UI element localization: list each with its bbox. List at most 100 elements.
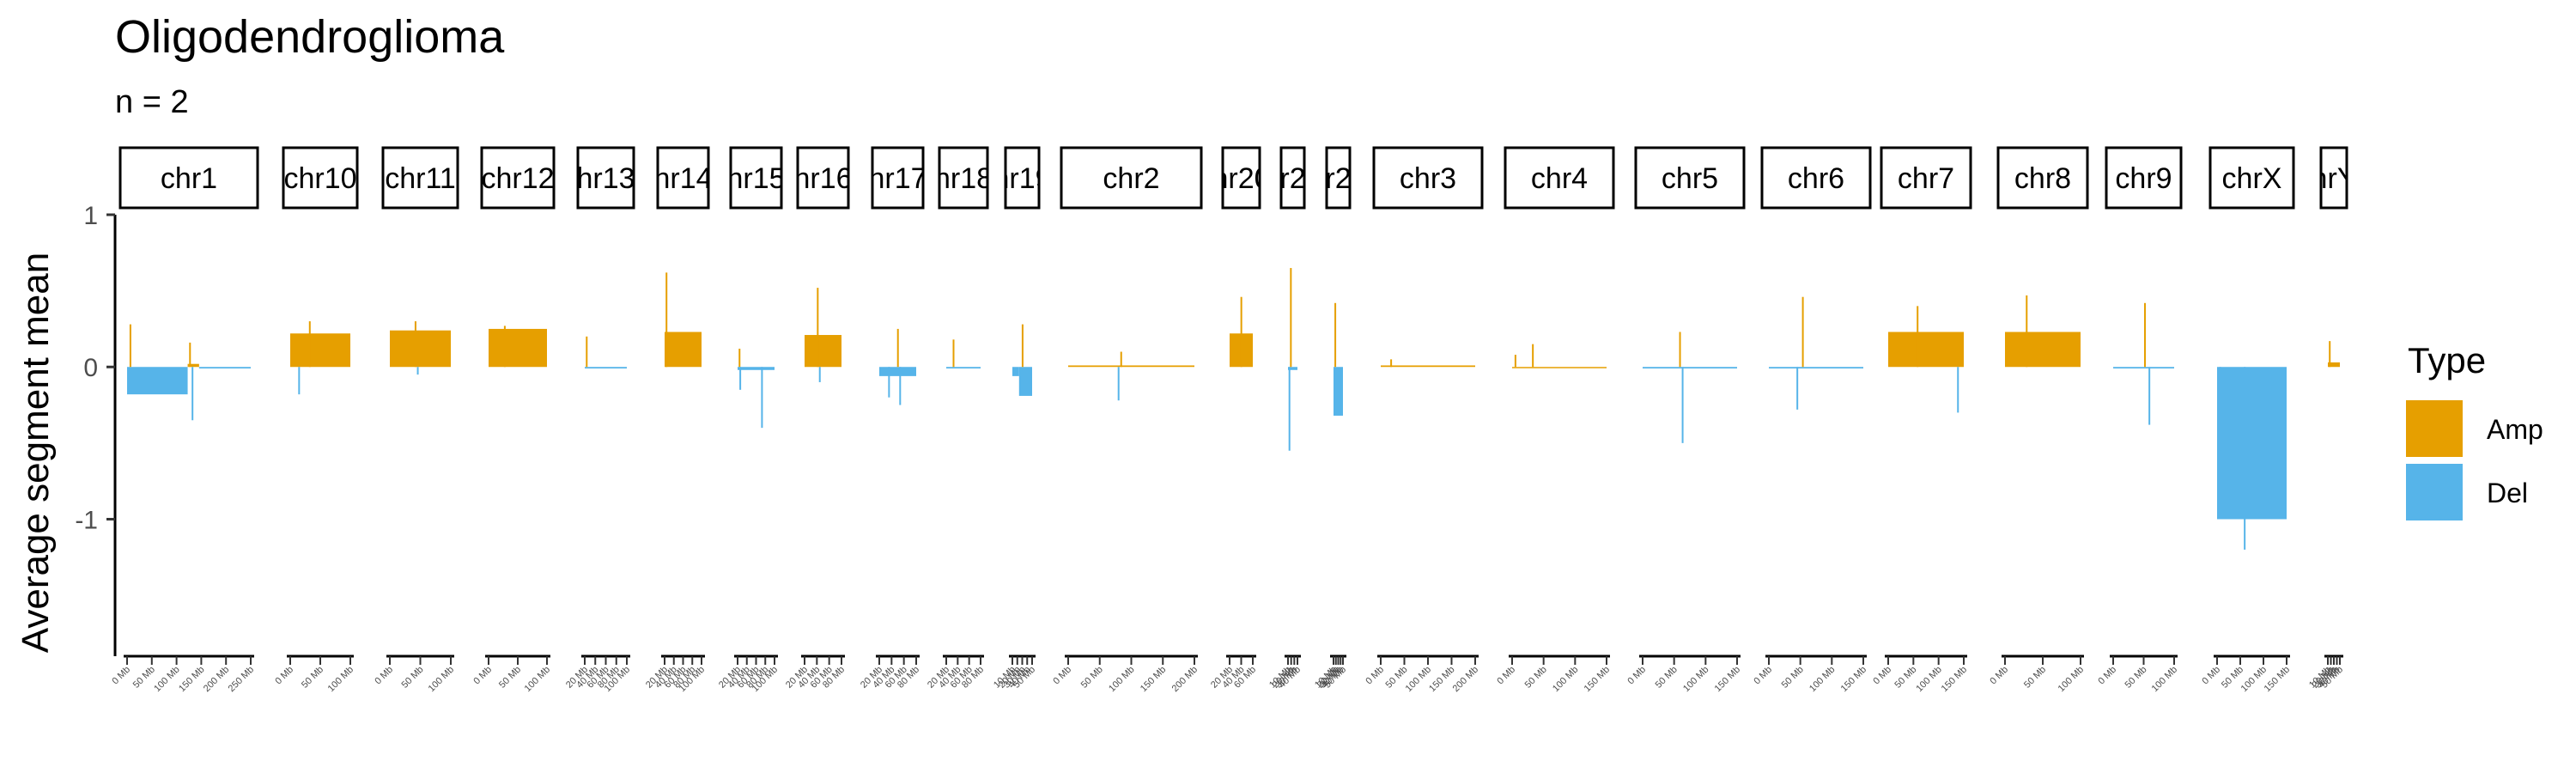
x-tick-label: 100 Mb: [523, 665, 552, 694]
x-tick-label: 100 Mb: [1551, 665, 1580, 694]
x-tick-label: 0 Mb: [1051, 665, 1073, 687]
segment-bar: [1512, 367, 1607, 368]
spike-bar: [1917, 306, 1919, 368]
segment-bar: [1018, 367, 1032, 396]
strip-label-chr10: chr10: [283, 162, 356, 195]
x-tick-label: 50 Mb: [1654, 665, 1680, 691]
strip-label-chr3: chr3: [1400, 162, 1456, 195]
x-tick-label: 100 Mb: [326, 665, 355, 694]
x-tick-label: 150 Mb: [1583, 665, 1612, 694]
segment-bar: [1068, 365, 1194, 368]
strip-chr14: [656, 146, 710, 210]
strip-chr7: [1880, 146, 1972, 210]
segment-bar: [2113, 367, 2174, 369]
x-tick-label: 250 Mb: [227, 665, 256, 694]
spike-bar: [189, 342, 191, 368]
segment-bar: [1288, 367, 1297, 370]
spike-bar: [586, 336, 588, 368]
spike-bar: [1334, 302, 1337, 368]
segment-bar: [1888, 332, 1964, 368]
spike-bar: [2144, 302, 2147, 368]
strip-chr19: [1004, 146, 1041, 210]
segment-bar: [290, 333, 350, 368]
segment-bar: [127, 367, 188, 395]
x-tick-label: 0 Mb: [110, 665, 132, 687]
spike-bar: [739, 367, 742, 390]
strip-label-chr5: chr5: [1662, 162, 1718, 195]
x-tick-label: 150 Mb: [1839, 665, 1868, 694]
strip-chr10: [282, 146, 359, 210]
spike-bar: [738, 348, 741, 368]
strip-chr13: [576, 146, 635, 210]
strip-chr4: [1504, 146, 1615, 210]
x-tick-label: 0 Mb: [1752, 665, 1774, 687]
spike-bar: [2329, 341, 2331, 368]
spike-bar: [1288, 367, 1291, 451]
spike-bar: [1681, 367, 1684, 443]
spike-bar: [414, 321, 416, 368]
segment-bar: [665, 332, 702, 368]
spike-bar: [308, 321, 311, 368]
strip-label-chr20: hr20: [1212, 162, 1270, 195]
spike-bar: [1290, 268, 1292, 368]
strip-chr5: [1634, 146, 1746, 210]
facet-panel-chr12: chr12 0 Mb 50 Mb 100 Mb: [471, 146, 556, 694]
strip-label-chr18: hr18: [934, 162, 993, 195]
strip-label-chr16: hr16: [793, 162, 852, 195]
spike-bar: [888, 367, 890, 398]
segment-bar: [1643, 367, 1737, 369]
segment-bar: [489, 328, 547, 368]
x-tick-label: 200 Mb: [1451, 665, 1480, 694]
strip-chr9: [2105, 146, 2183, 210]
x-tick-label: 50 Mb: [2123, 665, 2149, 691]
x-tick-label: 50 Mb: [400, 665, 426, 691]
chart-subtitle: n = 2: [115, 84, 189, 120]
strip-label-chr12: chr12: [481, 162, 554, 195]
spike-bar: [2219, 367, 2221, 451]
strip-chr17: [871, 146, 925, 210]
x-tick-label: 50 Mb: [497, 665, 523, 691]
strip-label-chr6: chr6: [1788, 162, 1844, 195]
segment-bar: [198, 367, 251, 369]
facet-panel-chr11: chr11 0 Mb 50 Mb 100 Mb: [373, 146, 459, 694]
facet-panel-chr9: chr9 0 Mb 50 Mb 100 Mb: [2096, 146, 2183, 694]
spike-bar: [899, 367, 902, 405]
facet-panel-chr10: chr10 0 Mb 50 Mb 100 Mb: [273, 146, 359, 694]
segment-bar: [1381, 365, 1475, 368]
spike-bar: [298, 367, 301, 395]
segment-bar: [390, 330, 451, 368]
spike-bar: [818, 367, 821, 382]
strip-label-chr17: hr17: [868, 162, 927, 195]
spike-bar: [1514, 355, 1516, 368]
strip-chr12: [480, 146, 556, 210]
strip-chr21: [1279, 146, 1306, 210]
spike-bar: [1532, 344, 1534, 368]
x-tick-label: 100 Mb: [1807, 665, 1837, 694]
strip-chr22: [1325, 146, 1352, 210]
spike-bar: [817, 288, 819, 368]
facet-panel-chr4: chr4 0 Mb 50 Mb 100 Mb 150 Mb: [1495, 146, 1615, 694]
strip-chr1: [118, 146, 259, 210]
strip-label-chr22: hr22: [1309, 162, 1367, 195]
segment-bar: [1012, 367, 1019, 376]
x-tick-label: 0 Mb: [1988, 665, 2010, 687]
segment-bar: [2217, 367, 2287, 520]
strip-chr8: [1996, 146, 2089, 210]
x-tick-label: 50 Mb: [300, 665, 325, 691]
strip-chr6: [1760, 146, 1872, 210]
spike-bar: [2148, 367, 2151, 425]
x-tick-label: 200 Mb: [1170, 665, 1200, 694]
x-tick-label: 150 Mb: [1427, 665, 1456, 694]
segment-bar: [1334, 367, 1343, 416]
strip-label-chr15: hr15: [726, 162, 785, 195]
strip-label-chr2: chr2: [1103, 162, 1159, 195]
